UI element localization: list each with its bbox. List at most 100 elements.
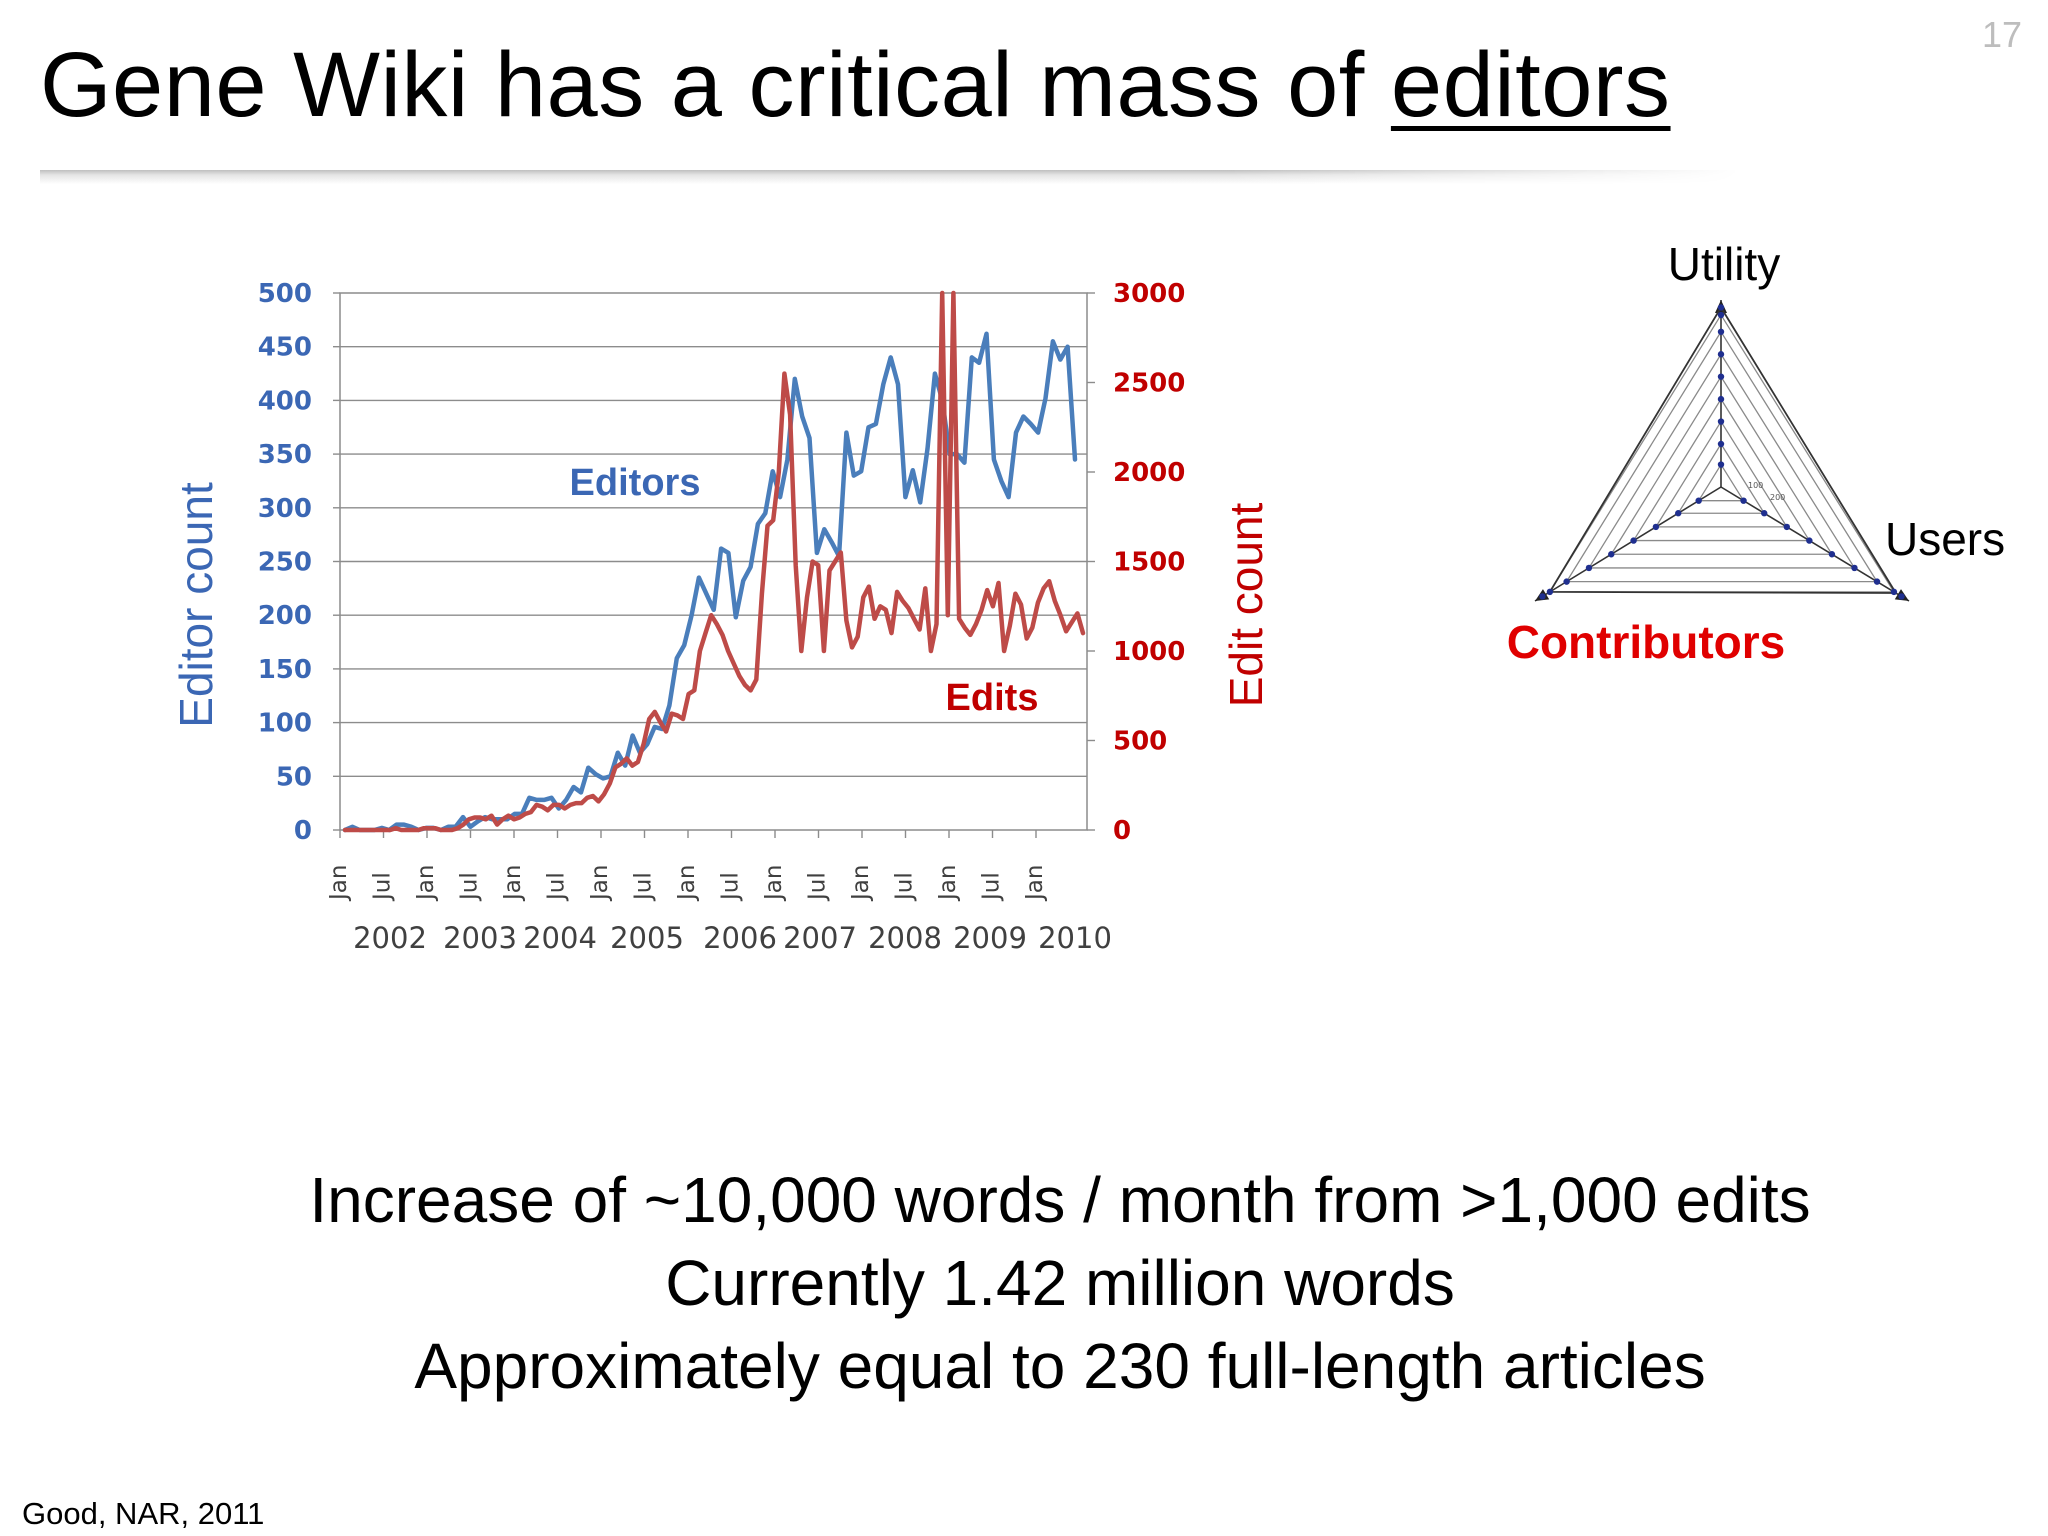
right-tick-label: 3000 <box>1113 279 1185 309</box>
radar-gridline <box>1587 352 1856 569</box>
year-label: 2006 <box>703 921 777 955</box>
x-tick-label: Jan <box>761 865 787 902</box>
radar-gridline <box>1632 397 1811 542</box>
year-label: 2010 <box>1038 921 1112 955</box>
radar-point <box>1717 304 1725 311</box>
radar-gridline <box>1610 375 1834 555</box>
contributors-label: Contributors <box>1507 616 1786 668</box>
left-tick-label: 450 <box>258 333 312 363</box>
x-tick-label: Jan <box>413 865 439 902</box>
scale-label: 200 <box>1770 493 1785 502</box>
right-tick-label: 0 <box>1113 816 1131 846</box>
radar-gridline <box>1565 330 1879 583</box>
radar-point <box>1783 523 1791 531</box>
body-line: Approximately equal to 230 full-length a… <box>414 1330 1706 1402</box>
radar-point <box>1695 497 1702 504</box>
edits-annotation: Edits <box>946 677 1039 719</box>
left-tick-label: 100 <box>258 709 312 739</box>
left-tick-label: 500 <box>258 279 312 309</box>
radar-gridline <box>1677 442 1766 514</box>
x-tick-label: Jul <box>805 872 831 902</box>
year-label: 2003 <box>443 921 517 955</box>
radar-point <box>1563 578 1570 585</box>
right-tick-label: 2500 <box>1113 369 1185 399</box>
users-label: Users <box>1885 513 2005 565</box>
radar-point <box>1740 497 1747 504</box>
radar-point <box>1539 593 1546 600</box>
right-tick-label: 1000 <box>1113 637 1185 667</box>
citation: Good, NAR, 2011 <box>22 1496 265 1531</box>
slide-number: 17 <box>1981 14 2022 55</box>
right-tick-label: 1500 <box>1113 548 1185 578</box>
radar-point <box>1717 311 1725 319</box>
radar-point <box>1652 523 1660 531</box>
x-tick-label: Jan <box>848 865 874 902</box>
radar-point <box>1898 593 1905 600</box>
slide-title: Gene Wiki has a critical mass of editors <box>40 30 1671 140</box>
x-tick-label: Jan <box>587 865 613 902</box>
x-tick-label: Jul <box>370 872 396 902</box>
scale-label: 100 <box>1748 481 1763 490</box>
right-tick-label: 500 <box>1113 727 1167 757</box>
x-tick-label: Jan <box>935 865 961 902</box>
x-tick-label: Jan <box>674 865 700 902</box>
year-label: 2005 <box>610 921 684 955</box>
edits-series-line <box>342 290 1086 833</box>
radar-point <box>1608 551 1615 558</box>
radar-gridline <box>1697 463 1745 502</box>
radar-point <box>1717 395 1725 403</box>
radar-data-polygon <box>1548 305 1898 594</box>
line-chart: 5004504003503002502001501005003000250020… <box>170 279 1272 955</box>
year-label: 2002 <box>353 921 427 955</box>
radar-point <box>1630 537 1637 544</box>
radar-triangle-diagram: 100 200 Utility Users Contributors <box>1507 238 2005 668</box>
radar-point <box>1873 578 1881 585</box>
year-label: 2008 <box>868 921 942 955</box>
x-tick-label: Jul <box>457 872 483 902</box>
radar-gridline <box>1654 420 1788 528</box>
radar-point <box>1717 328 1725 335</box>
x-tick-label: Jan <box>1022 865 1048 902</box>
utility-label: Utility <box>1668 238 1780 290</box>
x-tick-label: Jan <box>326 865 352 902</box>
editors-annotation: Editors <box>570 462 701 504</box>
right-tick-label: 2000 <box>1113 458 1185 488</box>
body-line: Currently 1.42 million words <box>665 1247 1455 1319</box>
left-axis-title: Editor count <box>170 482 222 728</box>
radar-point <box>1585 564 1593 572</box>
year-label: 2004 <box>523 921 597 955</box>
title-prefix: Gene Wiki has a critical mass of <box>40 34 1391 136</box>
x-tick-label: Jan <box>500 865 526 902</box>
left-tick-label: 50 <box>276 762 312 792</box>
left-tick-label: 0 <box>294 816 312 846</box>
title-emphasis: editors <box>1390 34 1671 136</box>
radar-point <box>1761 510 1768 517</box>
year-label: 2007 <box>783 921 857 955</box>
radar-point <box>1890 588 1898 596</box>
radar-point <box>1851 564 1858 572</box>
radar-point <box>1717 440 1725 448</box>
radar-point <box>1717 373 1725 380</box>
radar-point <box>1546 588 1554 596</box>
title-divider <box>40 170 1740 184</box>
radar-point <box>1717 351 1725 358</box>
radar-point <box>1717 461 1725 468</box>
x-tick-label: Jul <box>979 872 1005 902</box>
x-tick-label: Jul <box>718 872 744 902</box>
x-tick-label: Jul <box>631 872 657 902</box>
left-tick-label: 350 <box>258 440 312 470</box>
left-tick-label: 200 <box>258 601 312 631</box>
x-tick-label: Jul <box>892 872 918 902</box>
left-tick-label: 300 <box>258 494 312 524</box>
x-tick-label: Jul <box>544 872 570 902</box>
radar-point <box>1828 551 1836 558</box>
radar-point <box>1717 418 1725 425</box>
left-tick-label: 150 <box>258 655 312 685</box>
radar-point <box>1675 510 1682 517</box>
right-axis-title: Edit count <box>1220 502 1272 707</box>
year-label: 2009 <box>953 921 1027 955</box>
left-tick-label: 400 <box>258 386 312 416</box>
body-line: Increase of ~10,000 words / month from >… <box>309 1164 1811 1236</box>
radar-point <box>1806 537 1813 544</box>
